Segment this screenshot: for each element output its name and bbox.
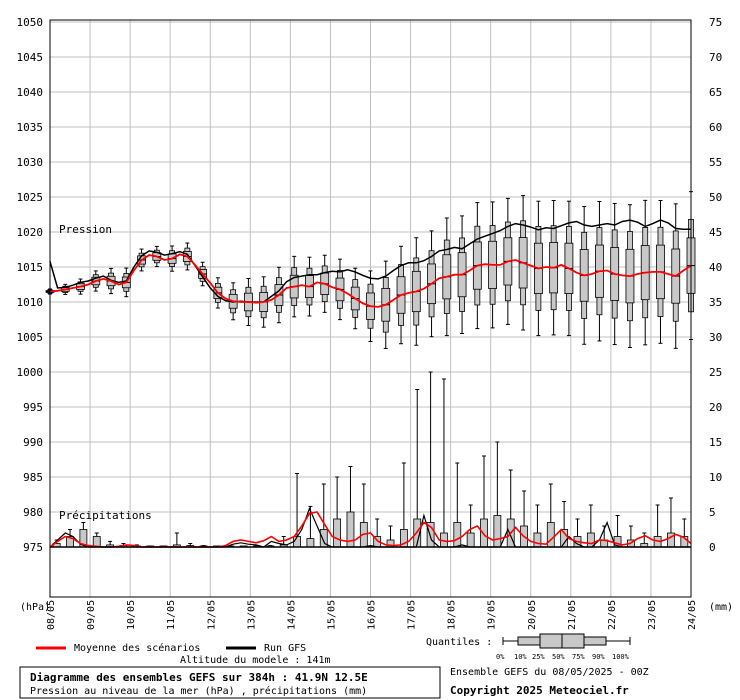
legend-quantiles-label: Quantiles : xyxy=(426,637,492,648)
x-tick-label: 24/05 xyxy=(687,600,698,630)
pressure-panel-label: Pression xyxy=(59,223,112,236)
x-tick-label: 10/05 xyxy=(126,600,137,630)
y-tick-label-left: 1005 xyxy=(17,331,44,344)
legend-quantile-box xyxy=(502,633,631,649)
pressure-layer xyxy=(45,191,696,349)
quantile-tick-label: 50% xyxy=(552,653,565,661)
x-tick-label: 19/05 xyxy=(487,600,498,630)
y-tick-label-right: 45 xyxy=(709,226,722,239)
copyright: Copyright 2025 Meteociel.fr xyxy=(450,684,629,697)
run-info: Ensemble GEFS du 08/05/2025 - 00Z xyxy=(450,667,649,678)
precip-quartile-box xyxy=(333,518,342,548)
y-tick-label-right: 20 xyxy=(709,401,722,414)
y-tick-label-right: 60 xyxy=(709,121,722,134)
y-tick-label-right: 50 xyxy=(709,191,722,204)
x-tick-label: 13/05 xyxy=(246,600,257,630)
y-tick-label-right: 0 xyxy=(709,541,716,554)
chart-subtitle: Pression au niveau de la mer (hPa) , pré… xyxy=(30,685,367,697)
y-tick-label-left: 1045 xyxy=(17,51,44,64)
y-tick-label-right: 25 xyxy=(709,366,722,379)
x-tick-label: 16/05 xyxy=(367,600,378,630)
quantile-tick-label: 90% xyxy=(592,653,605,661)
precip-quartile-box xyxy=(466,532,475,548)
y-tick-label-left: 1035 xyxy=(17,121,44,134)
precip-quartile-box xyxy=(493,515,502,548)
pressure-gfs-line xyxy=(49,219,691,303)
legend-quantile-ticks: 0% 10% 25% 50% 75% 90% 100% xyxy=(496,653,630,661)
legend: Moyenne des scénarios Run GFS Quantiles … xyxy=(36,633,631,666)
y-tick-label-left: 1015 xyxy=(17,261,44,274)
y-tick-label-right: 65 xyxy=(709,86,722,99)
y-tick-label-left: 1010 xyxy=(17,296,44,309)
quantile-tick-label: 10% xyxy=(514,653,527,661)
y-tick-label-left: 1000 xyxy=(17,366,44,379)
y-tick-label-left: 980 xyxy=(23,506,43,519)
precipitation-layer xyxy=(49,371,692,548)
x-tick-label: 15/05 xyxy=(326,600,337,630)
y-tick-label-right: 5 xyxy=(709,506,716,519)
y-tick-label-left: 1030 xyxy=(17,156,44,169)
y-tick-label-right: 15 xyxy=(709,436,722,449)
y-tick-label-right: 70 xyxy=(709,51,722,64)
precip-box xyxy=(453,462,462,548)
precip-quartile-box xyxy=(546,522,555,548)
legend-mean-label: Moyenne des scénarios xyxy=(74,642,200,654)
y-tick-label-left: 975 xyxy=(23,541,43,554)
y-tick-label-right: 75 xyxy=(709,16,722,29)
x-tick-label: 09/05 xyxy=(86,600,97,630)
x-tick-label: 17/05 xyxy=(407,600,418,630)
y-tick-label-left: 985 xyxy=(23,471,43,484)
quantile-tick-label: 0% xyxy=(496,653,505,661)
y-tick-label-left: 1020 xyxy=(17,226,44,239)
legend-gfs-label: Run GFS xyxy=(264,643,306,654)
precip-quartile-box xyxy=(453,522,462,548)
left-unit-label: (hPa) xyxy=(20,602,50,613)
precip-quartile-box xyxy=(306,538,315,548)
x-tick-label: 20/05 xyxy=(527,600,538,630)
y-tick-label-right: 40 xyxy=(709,261,722,274)
x-tick-label: 23/05 xyxy=(647,600,658,630)
y-tick-label-left: 1050 xyxy=(17,16,44,29)
x-tick-label: 11/05 xyxy=(166,600,177,630)
x-tick-label: 22/05 xyxy=(607,600,618,630)
precip-box xyxy=(533,504,542,548)
precip-quartile-box xyxy=(480,518,488,548)
plot-frame xyxy=(49,19,692,598)
x-tick-label: 14/05 xyxy=(286,600,297,630)
y-tick-label-right: 55 xyxy=(709,156,722,169)
y-tick-label-right: 10 xyxy=(709,471,722,484)
quantile-tick-label: 75% xyxy=(572,653,585,661)
y-tick-label-right: 35 xyxy=(709,296,722,309)
altitude-label: Altitude du modele : 141m xyxy=(180,655,331,666)
x-tick-label: 08/05 xyxy=(46,600,57,630)
pressure-mean-line xyxy=(49,253,692,308)
x-tick-label: 18/05 xyxy=(447,600,458,630)
y-tick-label-left: 1025 xyxy=(17,191,44,204)
y-tick-label-right: 30 xyxy=(709,331,722,344)
quantile-tick-label: 25% xyxy=(532,653,545,661)
precip-box xyxy=(386,525,395,548)
precip-panel-label: Précipitations xyxy=(59,509,152,522)
title-box xyxy=(19,666,441,699)
right-unit-label: (mm) xyxy=(709,602,733,613)
y-tick-label-left: 1040 xyxy=(17,86,44,99)
precip-quartile-box xyxy=(533,532,542,548)
x-tick-label: 12/05 xyxy=(206,600,217,630)
y-tick-label-left: 995 xyxy=(23,401,43,414)
quantile-tick-label: 100% xyxy=(612,653,630,661)
x-tick-label: 21/05 xyxy=(567,600,578,630)
chart-title: Diagramme des ensembles GEFS sur 384h : … xyxy=(30,671,368,684)
y-tick-label-left: 990 xyxy=(23,436,43,449)
